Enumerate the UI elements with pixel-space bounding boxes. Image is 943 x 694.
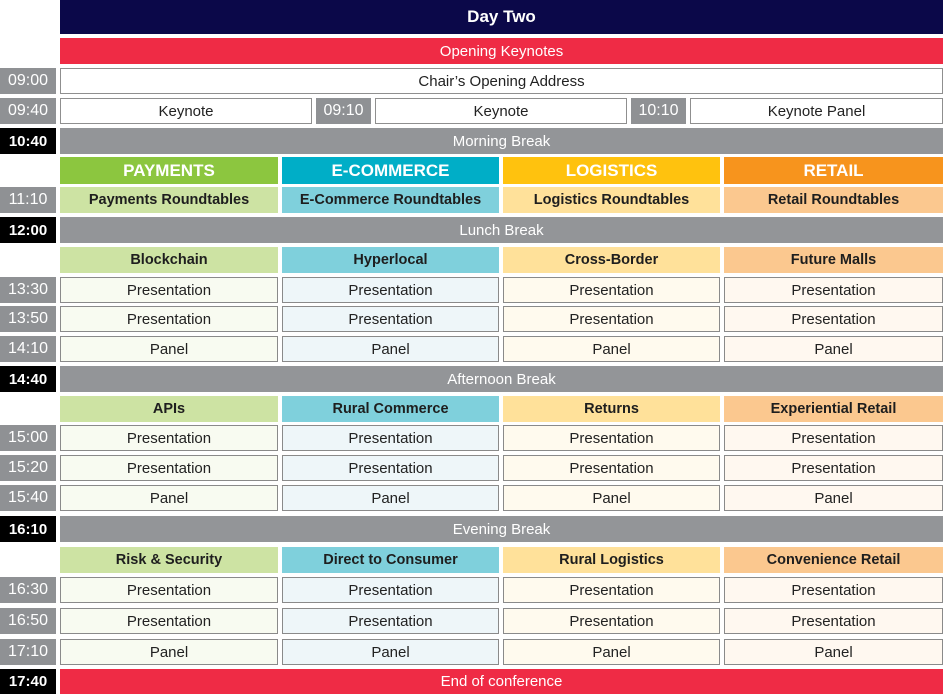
time-slot-1610: 16:10 — [0, 516, 56, 542]
session-cell: Presentation — [282, 425, 499, 451]
session-cell: Presentation — [724, 455, 943, 481]
time-slot-1500: 15:00 — [0, 425, 56, 451]
lunch-break-bar: Lunch Break — [60, 217, 943, 243]
morning-break-bar: Morning Break — [60, 128, 943, 154]
topic-hyperlocal: Hyperlocal — [282, 247, 499, 273]
topic-cross-border: Cross-Border — [503, 247, 720, 273]
session-cell: Panel — [503, 336, 720, 362]
day-title: Day Two — [60, 0, 943, 34]
session-cell: Presentation — [60, 455, 278, 481]
session-cell: Presentation — [60, 577, 278, 603]
session-cell: Panel — [724, 485, 943, 511]
session-cell: Presentation — [60, 277, 278, 303]
session-cell: Presentation — [724, 577, 943, 603]
session-cell: Panel — [60, 639, 278, 665]
time-slot-1110: 11:10 — [0, 187, 56, 213]
keynote-1: Keynote — [60, 98, 312, 124]
topic-convenience-retail: Convenience Retail — [724, 547, 943, 573]
retail-roundtables: Retail Roundtables — [724, 187, 943, 213]
track-header-retail: RETAIL — [724, 157, 943, 184]
session-cell: Presentation — [282, 306, 499, 332]
time-slot-1540: 15:40 — [0, 485, 56, 511]
logistics-roundtables: Logistics Roundtables — [503, 187, 720, 213]
ecommerce-roundtables: E-Commerce Roundtables — [282, 187, 499, 213]
time-slot-0900: 09:00 — [0, 68, 56, 94]
session-cell: Presentation — [503, 277, 720, 303]
track-header-ecommerce: E-COMMERCE — [282, 157, 499, 184]
session-cell: Panel — [60, 485, 278, 511]
topic-direct-to-consumer: Direct to Consumer — [282, 547, 499, 573]
time-slot-1350: 13:50 — [0, 306, 56, 332]
time-slot-1330: 13:30 — [0, 277, 56, 303]
topic-returns: Returns — [503, 396, 720, 422]
session-cell: Presentation — [60, 425, 278, 451]
evening-break-bar: Evening Break — [60, 516, 943, 542]
time-slot-1200: 12:00 — [0, 217, 56, 243]
session-cell: Panel — [503, 639, 720, 665]
time-slot-1010: 10:10 — [631, 98, 686, 124]
session-cell: Panel — [60, 336, 278, 362]
topic-apis: APIs — [60, 396, 278, 422]
time-slot-1710: 17:10 — [0, 639, 56, 665]
time-slot-1440: 14:40 — [0, 366, 56, 392]
opening-keynotes-banner: Opening Keynotes — [60, 38, 943, 64]
session-cell: Presentation — [724, 306, 943, 332]
keynote-2: Keynote — [375, 98, 627, 124]
topic-future-malls: Future Malls — [724, 247, 943, 273]
session-cell: Presentation — [503, 306, 720, 332]
time-slot-1740: 17:40 — [0, 669, 56, 694]
session-cell: Presentation — [724, 277, 943, 303]
session-cell: Presentation — [503, 425, 720, 451]
afternoon-break-bar: Afternoon Break — [60, 366, 943, 392]
payments-roundtables: Payments Roundtables — [60, 187, 278, 213]
track-header-logistics: LOGISTICS — [503, 157, 720, 184]
topic-risk-security: Risk & Security — [60, 547, 278, 573]
session-cell: Panel — [282, 485, 499, 511]
session-cell: Presentation — [282, 277, 499, 303]
track-header-payments: PAYMENTS — [60, 157, 278, 184]
topic-rural-commerce: Rural Commerce — [282, 396, 499, 422]
time-slot-1650: 16:50 — [0, 608, 56, 634]
time-slot-1040: 10:40 — [0, 128, 56, 154]
topic-experiential-retail: Experiential Retail — [724, 396, 943, 422]
time-slot-1410: 14:10 — [0, 336, 56, 362]
topic-rural-logistics: Rural Logistics — [503, 547, 720, 573]
end-of-conference-bar: End of conference — [60, 669, 943, 694]
session-cell: Presentation — [724, 608, 943, 634]
session-cell: Panel — [282, 336, 499, 362]
session-cell: Presentation — [503, 577, 720, 603]
time-slot-1630: 16:30 — [0, 577, 56, 603]
session-cell: Presentation — [503, 608, 720, 634]
session-cell: Presentation — [282, 577, 499, 603]
session-cell: Presentation — [282, 455, 499, 481]
time-slot-0940: 09:40 — [0, 98, 56, 124]
session-cell: Presentation — [503, 455, 720, 481]
session-cell: Presentation — [282, 608, 499, 634]
chair-opening-address: Chair’s Opening Address — [60, 68, 943, 94]
topic-blockchain: Blockchain — [60, 247, 278, 273]
time-slot-0910: 09:10 — [316, 98, 371, 124]
session-cell: Presentation — [60, 608, 278, 634]
session-cell: Presentation — [60, 306, 278, 332]
keynote-panel: Keynote Panel — [690, 98, 943, 124]
session-cell: Panel — [724, 336, 943, 362]
session-cell: Panel — [724, 639, 943, 665]
session-cell: Panel — [282, 639, 499, 665]
session-cell: Presentation — [724, 425, 943, 451]
session-cell: Panel — [503, 485, 720, 511]
time-slot-1520: 15:20 — [0, 455, 56, 481]
